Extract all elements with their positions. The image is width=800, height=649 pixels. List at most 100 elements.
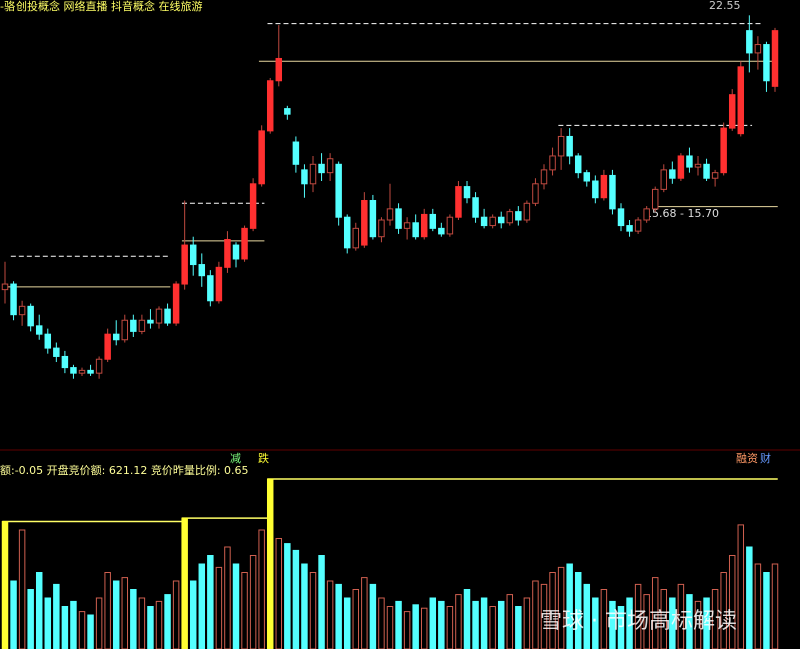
candle-body (95, 358, 103, 374)
volume-bar (412, 604, 419, 649)
volume-bar (771, 563, 779, 649)
candle-body (420, 213, 428, 238)
volume-bar (455, 594, 462, 649)
candle-body (138, 319, 146, 332)
candle-body (35, 325, 43, 335)
candle-body (574, 155, 582, 174)
candle-body (215, 266, 223, 302)
volume-bar (164, 594, 171, 649)
candle-body (147, 319, 154, 324)
volume-bar (147, 606, 154, 649)
candle-body (249, 183, 257, 229)
volume-bar (763, 572, 770, 649)
candle-body (241, 227, 248, 260)
high-label: 22.55 (709, 0, 741, 12)
volume-bar (258, 529, 265, 649)
candle-body (18, 305, 26, 316)
volume-bar (232, 563, 240, 649)
volume-bar (249, 555, 257, 649)
candle-body (403, 222, 411, 229)
candle-body (711, 172, 719, 179)
volume-bar (207, 555, 214, 649)
candle-body (592, 180, 599, 199)
volume-bar (155, 600, 163, 649)
volume-bar (566, 563, 573, 649)
volume-bar (395, 600, 402, 649)
candle-body (207, 275, 214, 302)
candle-body (677, 155, 685, 179)
candle-body (361, 200, 368, 246)
candle-body (352, 227, 360, 249)
volume-bar (138, 597, 146, 649)
candle-body (386, 208, 394, 221)
volume-bar (506, 594, 514, 649)
volume-bar (583, 583, 591, 649)
volume-bar (703, 597, 710, 649)
candle-body (27, 305, 34, 327)
candle-body (1, 283, 9, 291)
volume-bar (87, 614, 94, 649)
candle-body (754, 44, 762, 54)
volume-bar (181, 517, 188, 649)
candle-body (343, 216, 351, 249)
candle-body (583, 172, 591, 182)
candle-body (378, 219, 385, 238)
volume-bar (95, 597, 103, 649)
volume-bar (284, 543, 291, 649)
candle-body (557, 135, 565, 157)
volume-bar (711, 589, 719, 649)
volume-bar (532, 580, 539, 649)
volume-bar (386, 606, 394, 649)
volume-bar (112, 580, 120, 649)
volume-bar (266, 478, 274, 649)
candle-body (318, 163, 325, 174)
candle-body (429, 213, 437, 229)
candle-body (44, 333, 52, 349)
candle-body (130, 319, 137, 332)
volume-bar (754, 563, 762, 649)
candle-body (463, 186, 471, 199)
candle-body (292, 141, 300, 165)
volume-bar (121, 577, 129, 649)
candle-body (309, 163, 317, 185)
candle-body (70, 367, 77, 374)
volume-bar (429, 597, 437, 649)
candle-body (660, 169, 668, 190)
candle-body (728, 94, 736, 129)
event-mark: 减 (230, 452, 241, 465)
candle-body (369, 200, 377, 238)
volume-bar (27, 589, 34, 649)
candle-body (275, 57, 283, 82)
range-label: 15.68 - 15.70 (645, 207, 719, 220)
candle-body (301, 169, 308, 185)
volume-bar (626, 597, 633, 649)
candle-body (224, 238, 231, 268)
volume-bar (61, 606, 69, 649)
volume-bar (44, 597, 52, 649)
candle-body (720, 127, 727, 174)
event-mark: 财 (760, 451, 771, 465)
volume-bar (53, 583, 60, 649)
candle-body (438, 227, 445, 235)
candle-body (266, 80, 274, 132)
candle-body (112, 333, 120, 341)
candle-body (78, 369, 86, 374)
volume-bar (420, 607, 428, 649)
candle-body (771, 30, 779, 87)
volume-bar (189, 580, 197, 649)
volume-bar (472, 600, 479, 649)
volume-bar (78, 611, 86, 649)
candle-body (10, 283, 17, 316)
volume-bar (215, 566, 223, 649)
candle-body (549, 155, 556, 171)
volume-bar (660, 589, 668, 649)
watermark: 雪球 · 市场高标解读 (540, 609, 737, 634)
volume-bar (609, 600, 616, 649)
candle-body (164, 308, 171, 324)
volume-bar (172, 580, 180, 649)
candle-body (600, 174, 608, 199)
volume-bar (352, 589, 360, 649)
volume-bar (361, 577, 368, 649)
candle-body (609, 174, 616, 210)
